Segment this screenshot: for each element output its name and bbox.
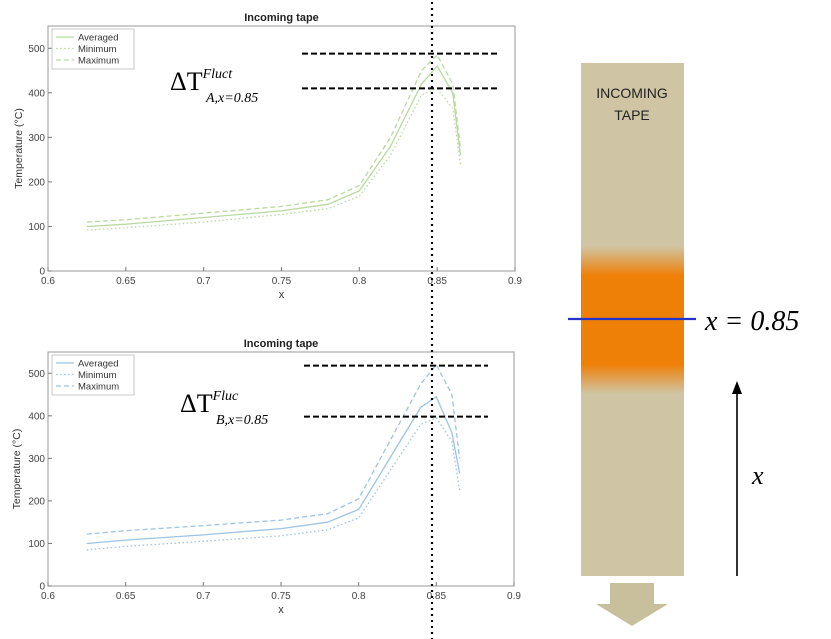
chart-b-series-minimum bbox=[86, 417, 461, 551]
chart-a-title: Incoming tape bbox=[244, 12, 319, 24]
chart-b-series-maximum bbox=[86, 363, 461, 535]
chart-a-x-tick-label: 0.8 bbox=[352, 276, 366, 287]
chart-a-x-tick-label: 0.9 bbox=[508, 276, 522, 287]
chart-b-y-tick-label: 200 bbox=[28, 496, 45, 507]
direction-arrow-head-icon bbox=[732, 381, 742, 394]
position-label: x = 0.85 bbox=[704, 306, 799, 337]
chart-b-legend-label: Averaged bbox=[78, 359, 119, 370]
chart-b-delta-t-annotation: ΔTFluc B,x=0.85 bbox=[180, 389, 268, 428]
chart-a-y-tick-label: 200 bbox=[28, 177, 45, 188]
chart-a-legend-label: Maximum bbox=[78, 56, 119, 67]
chart-b-x-tick-label: 0.8 bbox=[352, 591, 366, 602]
chart-a-panel: Incoming tape 0.6 0.65 0.7 0.75 0.8 0.85 0.9 0 10… bbox=[10, 10, 522, 301]
direction-axis-label: x bbox=[751, 461, 764, 490]
chart-b-series-averaged bbox=[86, 395, 461, 545]
chart-a-y-tick-label: 0 bbox=[39, 267, 45, 278]
chart-b-y-tick-label: 300 bbox=[28, 454, 45, 465]
chart-b-x-label: x bbox=[278, 604, 284, 616]
chart-b-legend-label: Maximum bbox=[78, 382, 119, 393]
chart-b-y-tick-label: 0 bbox=[39, 582, 45, 593]
chart-a-y-tick-label: 300 bbox=[28, 133, 45, 144]
chart-a-y-label: Temperature (°C) bbox=[13, 108, 25, 189]
chart-b-x-tick-label: 0.75 bbox=[271, 591, 291, 602]
chart-a-y-tick-label: 400 bbox=[28, 88, 45, 99]
chart-a-series-minimum bbox=[86, 87, 462, 231]
chart-a-series-averaged bbox=[86, 64, 462, 228]
chart-b-y-tick-label: 400 bbox=[28, 411, 45, 422]
chart-a-x-tick-label: 0.65 bbox=[116, 276, 136, 287]
chart-b-x-tick-label: 0.7 bbox=[196, 591, 210, 602]
chart-b-legend-label: Minimum bbox=[78, 370, 117, 381]
chart-b-y-tick-label: 100 bbox=[28, 539, 45, 550]
chart-b: Incoming tape 0.6 0.65 0.7 0.75 0.8 0.85 0.9 0 10… bbox=[11, 338, 521, 616]
chart-b-legend bbox=[51, 354, 135, 396]
chart-a-x-tick-label: 0.7 bbox=[197, 276, 211, 287]
chart-a-y-tick-label: 100 bbox=[28, 222, 45, 233]
chart-b-title: Incoming tape bbox=[244, 338, 319, 350]
chart-b-x-tick-label: 0.65 bbox=[116, 591, 136, 602]
chart-a-legend bbox=[51, 28, 135, 70]
chart-a-x-tick-label: 0.75 bbox=[272, 276, 292, 287]
chart-a-x-tick-label: 0.85 bbox=[427, 276, 447, 287]
tape-label-line2: TAPE bbox=[614, 107, 650, 123]
chart-a: Incoming tape 0.6 0.65 0.7 0.75 0.8 0.85 0.9 0 10… bbox=[13, 12, 522, 301]
chart-a-delta-t-annotation: ΔTFluct A,x=0.85 bbox=[170, 67, 258, 106]
chart-a-x-label: x bbox=[279, 289, 285, 300]
feed-arrow-icon bbox=[596, 583, 668, 626]
chart-a-legend-label: Minimum bbox=[78, 44, 117, 55]
tape-label-line1: INCOMING bbox=[596, 85, 668, 101]
chart-b-y-label: Temperature (°C) bbox=[11, 429, 23, 510]
chart-b-x-tick-label: 0.6 bbox=[41, 591, 55, 602]
chart-a-series-maximum bbox=[86, 53, 462, 223]
chart-b-panel: Incoming tape 0.6 0.65 0.7 0.75 0.8 0.85 0.9 0 10… bbox=[8, 332, 522, 622]
chart-a-x-tick-label: 0.6 bbox=[41, 276, 55, 287]
chart-a-y-tick-label: 500 bbox=[28, 44, 45, 55]
chart-a-legend-label: Averaged bbox=[78, 33, 119, 44]
chart-b-x-tick-label: 0.85 bbox=[427, 591, 447, 602]
chart-b-x-tick-label: 0.9 bbox=[507, 591, 521, 602]
chart-b-y-tick-label: 500 bbox=[28, 369, 45, 380]
